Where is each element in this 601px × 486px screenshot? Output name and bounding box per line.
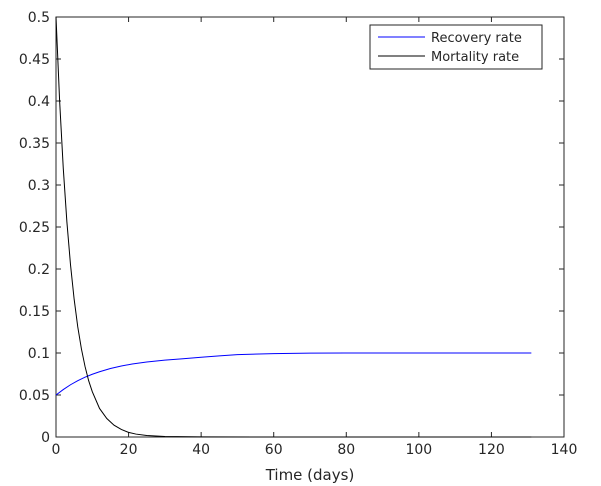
y-tick-label: 0.5 — [28, 10, 50, 26]
x-tick-label: 60 — [265, 442, 283, 458]
x-tick-label: 40 — [192, 442, 210, 458]
series-line-mortality — [55, 16, 532, 438]
y-tick-label: 0 — [41, 430, 50, 446]
x-tick-label: 0 — [52, 442, 61, 458]
y-tick-label: 0.3 — [28, 178, 50, 194]
x-tick-label: 100 — [405, 442, 432, 458]
x-tick-label: 140 — [551, 442, 578, 458]
y-tick-label: 0.45 — [19, 52, 50, 68]
x-tick-label: 20 — [120, 442, 138, 458]
y-tick-label: 0.25 — [19, 220, 50, 236]
y-tick-label: 0.2 — [28, 262, 50, 278]
x-axis-title: Time (days) — [265, 466, 355, 484]
legend: Recovery rate Mortality rate — [369, 24, 543, 70]
y-tick-label: 0.35 — [19, 136, 50, 152]
series-layer — [55, 16, 532, 438]
legend-label-mortality: Mortality rate — [431, 50, 519, 65]
series-line-recovery — [55, 352, 532, 396]
x-tick-label: 120 — [478, 442, 505, 458]
axis-ticks — [55, 16, 565, 438]
y-tick-label: 0.05 — [19, 388, 50, 404]
legend-label-recovery: Recovery rate — [431, 31, 522, 46]
plot-area — [55, 16, 565, 438]
y-tick-label: 0.1 — [28, 346, 50, 362]
legend-box — [369, 24, 543, 70]
y-tick-label: 0.15 — [19, 304, 50, 320]
x-tick-label: 80 — [337, 442, 355, 458]
y-tick-label: 0.4 — [28, 94, 50, 110]
tick-labels: 0 20 40 60 80 100 120 140 0 0.05 0.1 0.15 0.2 0.25 0.3… — [19, 10, 578, 458]
